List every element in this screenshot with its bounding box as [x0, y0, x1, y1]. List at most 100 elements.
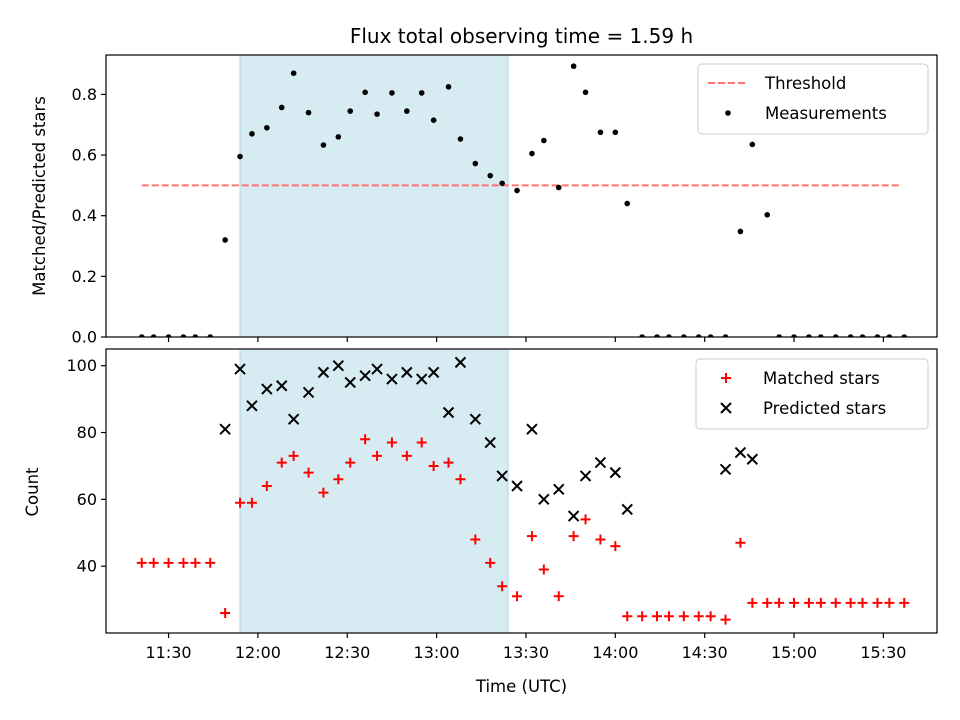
- measurement-point: [374, 111, 380, 117]
- predicted-star-point: [621, 503, 633, 516]
- x-tick-label: 13:00: [414, 643, 460, 662]
- measurement-point: [681, 334, 687, 337]
- measurement-point: [362, 89, 368, 96]
- predicted-star-point: [484, 436, 496, 449]
- measurement-point: [305, 109, 312, 116]
- x-tick-label: 14:00: [592, 643, 638, 662]
- bottom-axes-frame: [105, 348, 938, 634]
- predicted-star-point: [442, 406, 455, 419]
- predicted-star-point: [332, 359, 345, 372]
- matched-star-point: [386, 437, 397, 448]
- predicted-star-point: [401, 366, 413, 379]
- predicted-star-point: [261, 383, 273, 395]
- top-legend-box: [697, 63, 929, 135]
- measurement-point: [335, 134, 342, 140]
- matched-star-point: [261, 480, 272, 491]
- predicted-star-point: [719, 463, 732, 475]
- measurement-point: [859, 334, 866, 337]
- legend-label: Measurements: [765, 104, 887, 123]
- x-tick-label: 15:30: [860, 643, 906, 662]
- top-plot-area: [138, 55, 908, 337]
- top-y-tick-label: 0.2: [72, 267, 97, 286]
- bottom-panel: 40 60 80 100 11:30 12:00 12:30 13:00 13:30 14:00 1…: [66, 348, 938, 662]
- matched-star-point: [148, 557, 159, 568]
- measurement-point: [886, 334, 893, 337]
- matched-star-point: [872, 597, 883, 608]
- predicted-star-point: [609, 466, 622, 479]
- measurement-point: [430, 117, 437, 123]
- top-series-measurements: [138, 63, 908, 337]
- matched-star-point: [526, 531, 537, 542]
- matched-star-point: [163, 557, 174, 568]
- legend-measurement-swatch: [725, 110, 731, 116]
- legend-matched-swatch: [721, 373, 731, 383]
- legend-predicted-swatch: [720, 402, 732, 414]
- bottom-series-matched-stars: [136, 434, 910, 625]
- measurement-point: [207, 334, 214, 337]
- matched-star-point: [747, 597, 758, 608]
- measurement-point: [320, 142, 327, 148]
- matched-star-point: [762, 597, 773, 608]
- measurement-point: [404, 108, 410, 114]
- measurement-point: [418, 90, 425, 96]
- matched-star-point: [443, 457, 454, 468]
- predicted-star-point: [371, 363, 383, 375]
- bottom-legend-box: [695, 358, 929, 430]
- predicted-star-point: [594, 456, 607, 469]
- measurement-point: [847, 334, 854, 337]
- predicted-star-point: [579, 470, 592, 482]
- top-y-tick-label: 0.4: [72, 206, 97, 225]
- legend-label: Matched stars: [763, 369, 880, 388]
- matched-star-point: [622, 611, 633, 622]
- predicted-star-point: [246, 400, 258, 412]
- predicted-star-point: [234, 363, 246, 375]
- measurement-point: [514, 187, 520, 194]
- measurement-point: [347, 108, 354, 114]
- matched-star-point: [345, 457, 356, 468]
- measurement-point: [695, 334, 702, 337]
- measurement-point: [237, 153, 243, 160]
- matched-star-point: [485, 557, 496, 568]
- matched-star-point: [705, 611, 716, 622]
- x-tick-label: 12:00: [235, 643, 281, 662]
- matched-star-point: [803, 597, 814, 608]
- top-y-axis-label: Matched/Predicted stars: [30, 96, 49, 296]
- measurement-point: [570, 63, 577, 70]
- top-legend: Threshold Measurements: [697, 63, 929, 135]
- matched-star-point: [246, 497, 257, 508]
- predicted-star-point: [427, 366, 440, 379]
- matched-star-point: [830, 597, 841, 608]
- matched-star-point: [693, 611, 704, 622]
- measurement-point: [150, 334, 157, 337]
- measurement-point: [654, 334, 660, 337]
- measurement-point: [499, 180, 505, 187]
- matched-star-point: [580, 514, 591, 525]
- predicted-star-point: [567, 510, 580, 522]
- predicted-star-point: [734, 446, 747, 459]
- legend-label: Threshold: [764, 74, 846, 93]
- measurement-point: [722, 334, 729, 337]
- measurement-point: [901, 334, 908, 337]
- matched-star-point: [652, 611, 663, 622]
- matched-star-point: [735, 537, 746, 548]
- measurement-point: [541, 137, 547, 144]
- matched-star-point: [663, 611, 674, 622]
- measurement-point: [290, 70, 297, 76]
- legend-label: Predicted stars: [763, 399, 886, 418]
- measurement-point: [832, 334, 839, 337]
- bottom-y-axis-label: Count: [23, 467, 42, 517]
- measurement-point: [612, 129, 619, 136]
- predicted-star-point: [416, 373, 428, 385]
- measurement-point: [806, 334, 812, 337]
- bottom-y-tick-label: 60: [77, 490, 97, 509]
- matched-star-point: [553, 591, 564, 602]
- measurement-point: [249, 131, 255, 137]
- matched-star-point: [774, 597, 785, 608]
- measurement-point: [597, 129, 604, 136]
- matched-star-point: [318, 487, 329, 498]
- bottom-legend: Matched stars Predicted stars: [695, 358, 929, 430]
- matched-star-point: [857, 597, 868, 608]
- top-y-tick-label: 0.0: [72, 328, 97, 347]
- x-tick-label: 12:30: [324, 643, 370, 662]
- measurement-point: [737, 228, 744, 235]
